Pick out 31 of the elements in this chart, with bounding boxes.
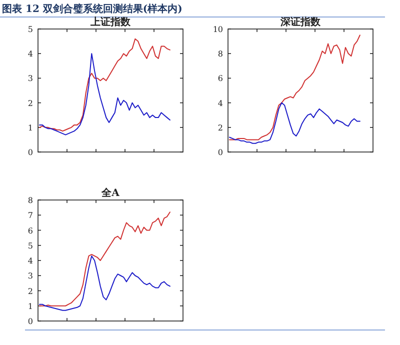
y-tick-label: 7: [28, 211, 33, 220]
chart-title: 上证指数: [90, 16, 132, 28]
y-tick-label: 3: [28, 74, 33, 84]
y-tick-label: 5: [28, 241, 33, 250]
y-tick-label: 6: [218, 74, 223, 84]
chart-title: 深证指数: [280, 16, 322, 28]
y-tick-label: 0: [28, 317, 33, 326]
y-tick-label: 2: [28, 98, 33, 108]
y-tick-label: 6: [28, 226, 33, 236]
y-tick-label: 5: [28, 25, 33, 34]
text: 图表 12 双剑合璧系统回测结果(样本内): [2, 3, 182, 15]
line-series: [38, 212, 170, 306]
y-tick-label: 4: [218, 98, 223, 108]
y-tick-label: 4: [28, 256, 33, 266]
line-series: [228, 102, 360, 144]
y-tick-label: 0: [28, 148, 33, 157]
y-tick-label: 10: [212, 25, 223, 34]
y-tick-label: 1: [28, 123, 33, 132]
y-tick-label: 8: [28, 196, 33, 205]
y-tick-label: 2: [28, 286, 33, 296]
y-tick-label: 8: [218, 50, 223, 59]
y-tick-label: 2: [218, 123, 223, 132]
y-tick-label: 0: [218, 148, 223, 157]
line-series: [228, 34, 360, 140]
chart-title: 全A: [100, 187, 120, 199]
y-tick-label: 1: [28, 302, 33, 311]
line-series: [38, 53, 170, 136]
line-series: [38, 38, 170, 132]
y-tick-label: 3: [28, 272, 33, 281]
line-series: [38, 255, 170, 311]
y-tick-label: 4: [28, 50, 33, 59]
